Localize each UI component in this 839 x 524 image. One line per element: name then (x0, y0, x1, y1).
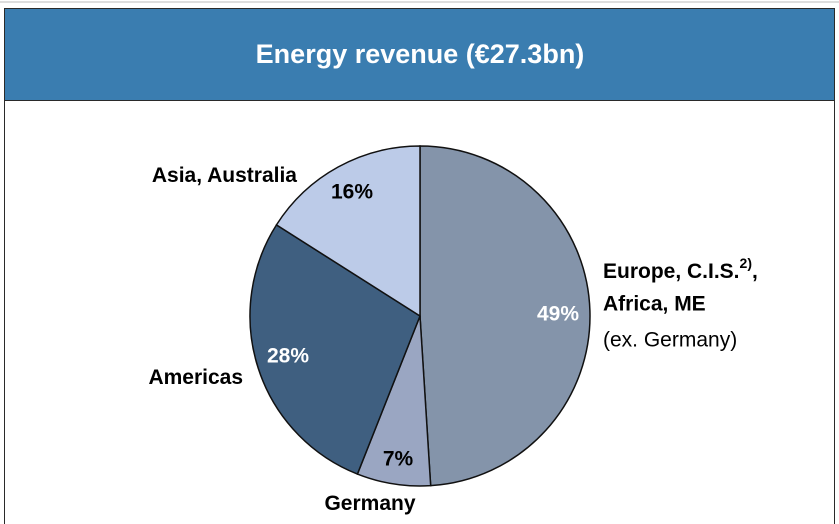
category-label: Americas (148, 366, 243, 389)
category-name: Americas (148, 366, 243, 389)
value-label: 16% (331, 181, 373, 204)
value-label: 49% (537, 303, 579, 326)
value-label: 28% (267, 345, 309, 368)
pie-slice (249, 223, 421, 476)
category-label: Asia, Australia (152, 164, 297, 187)
category-name: Germany (324, 492, 415, 515)
category-note: (ex. Germany) (603, 329, 737, 352)
category-name: Asia, Australia (152, 164, 297, 187)
chart-title: Energy revenue (€27.3bn) (256, 39, 585, 69)
pie-slice (275, 145, 421, 318)
category-label: Germany (324, 492, 415, 515)
category-label-line: Africa, ME (603, 293, 706, 316)
category-name: Europe, C.I.S. (603, 260, 740, 283)
category-suffix: , (752, 260, 758, 283)
category-label: Europe, C.I.S.2), (603, 255, 758, 283)
pie-slice (419, 145, 591, 487)
footnote-marker: 2) (740, 255, 752, 271)
value-label: 7% (383, 448, 414, 471)
